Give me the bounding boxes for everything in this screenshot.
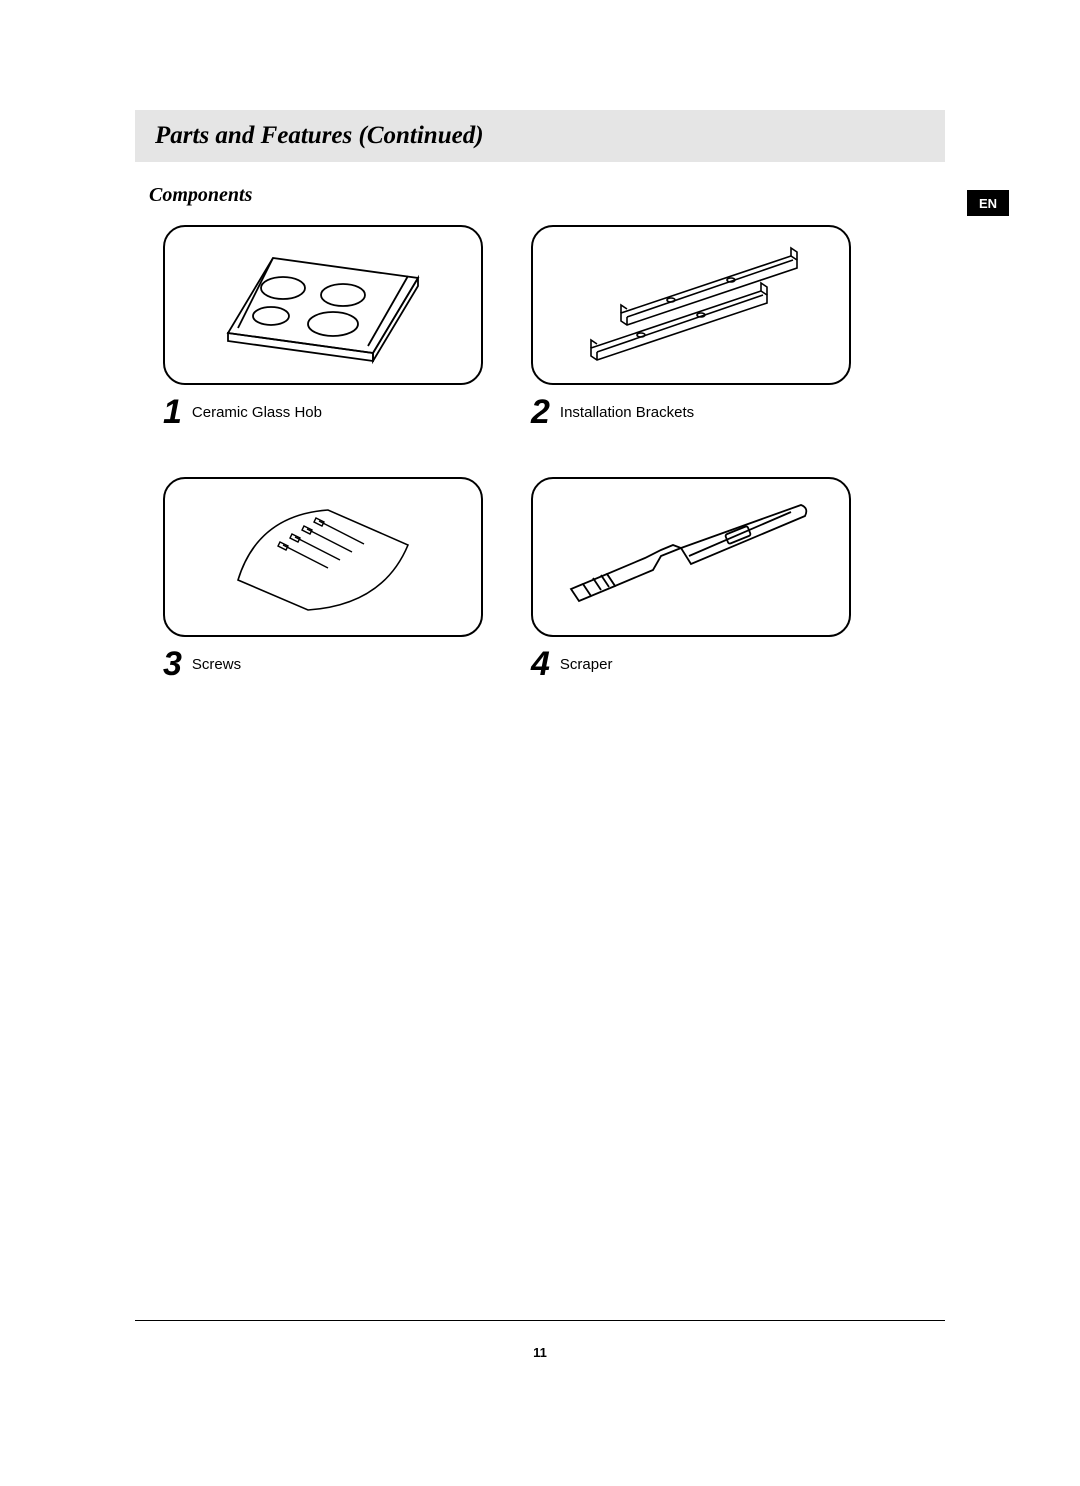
caption-row: 2 Installation Brackets — [531, 395, 851, 429]
component-number: 1 — [163, 395, 182, 429]
section-title: Parts and Features (Continued) — [155, 122, 484, 150]
page-number: 11 — [533, 1345, 547, 1360]
footer-rule — [135, 1320, 945, 1321]
component-caption: Ceramic Glass Hob — [192, 404, 322, 421]
component-card-scraper: 4 Scraper — [531, 477, 851, 681]
illustration-box — [531, 225, 851, 385]
component-card-screws: 3 Screws — [163, 477, 483, 681]
component-number: 2 — [531, 395, 550, 429]
caption-row: 4 Scraper — [531, 647, 851, 681]
component-caption: Screws — [192, 656, 241, 673]
subsection-title: Components — [149, 184, 945, 207]
component-number: 3 — [163, 647, 182, 681]
illustration-box — [531, 477, 851, 637]
hob-icon — [208, 238, 438, 373]
language-badge-label: EN — [979, 196, 997, 211]
caption-row: 1 Ceramic Glass Hob — [163, 395, 483, 429]
page-content: Parts and Features (Continued) Component… — [135, 110, 945, 681]
illustration-box — [163, 477, 483, 637]
component-caption: Scraper — [560, 656, 613, 673]
component-caption: Installation Brackets — [560, 404, 694, 421]
language-badge: EN — [967, 190, 1009, 216]
component-card-brackets: 2 Installation Brackets — [531, 225, 851, 429]
components-grid: 1 Ceramic Glass Hob — [163, 225, 945, 681]
brackets-icon — [561, 238, 821, 373]
section-header-bar: Parts and Features (Continued) — [135, 110, 945, 162]
illustration-box — [163, 225, 483, 385]
component-card-hob: 1 Ceramic Glass Hob — [163, 225, 483, 429]
scraper-icon — [561, 490, 821, 625]
screws-icon — [208, 490, 438, 625]
caption-row: 3 Screws — [163, 647, 483, 681]
component-number: 4 — [531, 647, 550, 681]
